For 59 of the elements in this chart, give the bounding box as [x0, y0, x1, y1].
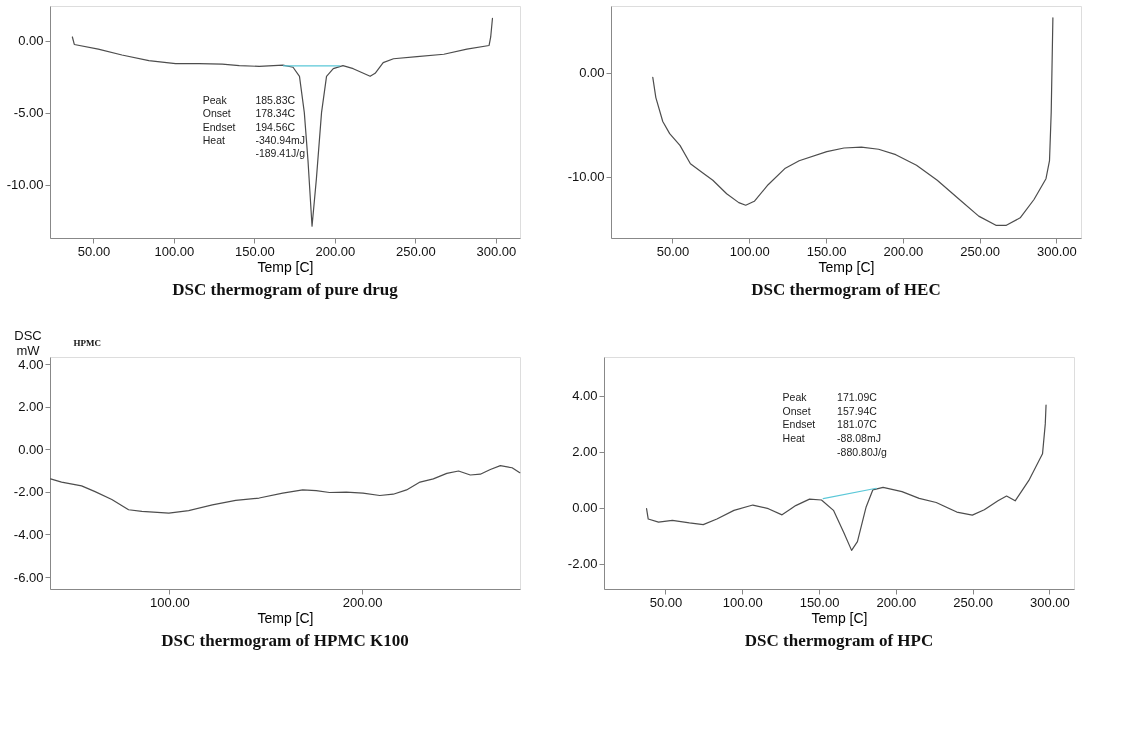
line-series	[652, 17, 1054, 226]
text: Heat -340.94mJ	[202, 133, 305, 146]
y-tick-label: -2.00	[13, 484, 44, 500]
x-tick-label: 250.00	[395, 243, 436, 259]
y-tick-label: 4.00	[572, 388, 598, 404]
y-tick-label: 0.00	[18, 441, 44, 457]
text: Peak 171.09C	[782, 390, 877, 403]
text: Onset 157.94C	[782, 404, 877, 417]
x-tick-label: 300.00	[1030, 594, 1070, 610]
x-tick-label: 50.00	[77, 243, 111, 259]
line-series	[71, 17, 494, 227]
text: Onset 178.34C	[202, 107, 296, 120]
y-tick-label: 2.00	[18, 399, 44, 415]
text: Peak 185.83C	[202, 94, 296, 107]
y-tick-label: 4.00	[18, 356, 44, 372]
x-axis-title: Temp [C]	[257, 258, 314, 275]
x-tick-label: 50.00	[649, 594, 683, 610]
x-tick-label: 200.00	[876, 594, 917, 610]
text: DSC thermogram of HEC	[751, 280, 941, 299]
y-tick-label: -10.00	[567, 169, 605, 185]
x-tick-label: 150.00	[806, 243, 847, 259]
text: Endset 194.56C	[202, 120, 296, 133]
x-tick-label: 100.00	[154, 243, 195, 259]
x-tick-label: 100.00	[150, 594, 190, 610]
line-series	[645, 404, 1047, 551]
x-tick-label: 150.00	[235, 243, 275, 259]
text: HPMC	[73, 338, 101, 348]
y-tick-label: -6.00	[13, 569, 44, 585]
x-tick-label: 100.00	[729, 243, 770, 259]
annotation: -189.41J/g	[255, 147, 306, 160]
x-tick-label: 150.00	[799, 594, 840, 610]
x-tick-label: 250.00	[960, 243, 1001, 259]
y-tick-label: -5.00	[13, 105, 44, 121]
annotation: -880.80J/g	[837, 445, 887, 458]
y-tick-label: 2.00	[572, 444, 598, 460]
x-tick-label: 200.00	[883, 243, 924, 259]
x-tick-label: 200.00	[315, 243, 356, 259]
text: DSC thermogram of HPMC K100	[161, 631, 409, 650]
line-series	[49, 465, 521, 514]
x-tick-label: 100.00	[722, 594, 763, 610]
x-tick-label: 300.00	[1037, 243, 1077, 259]
y-tick-label: -2.00	[567, 556, 598, 572]
y-tick-label: -10.00	[6, 177, 44, 193]
x-tick-label: 250.00	[953, 594, 994, 610]
x-tick-label: 300.00	[476, 243, 517, 259]
x-axis-title: Temp [C]	[818, 258, 875, 275]
y-tick-label: 0.00	[572, 500, 598, 516]
text: DSC thermogram of pure drug	[172, 280, 399, 299]
text: Heat -88.08mJ	[782, 431, 881, 444]
text: DSC thermogram of HPC	[744, 631, 934, 650]
y-tick-label: -4.00	[13, 526, 44, 542]
y-tick-label: 0.00	[18, 33, 44, 49]
x-tick-label: 200.00	[342, 594, 383, 610]
y-tick-label: 0.00	[579, 65, 605, 81]
x-axis-title: Temp [C]	[257, 609, 314, 626]
y-axis-title: DSC mW	[14, 328, 42, 358]
x-axis-title: Temp [C]	[811, 609, 868, 626]
x-tick-label: 50.00	[656, 243, 690, 259]
text: Endset 181.07C	[782, 418, 877, 431]
